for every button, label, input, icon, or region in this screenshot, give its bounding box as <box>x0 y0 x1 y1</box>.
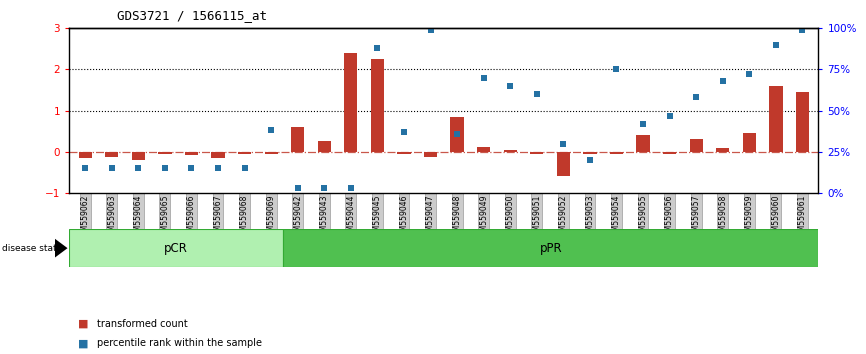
Bar <box>291 127 304 152</box>
Bar <box>318 142 331 152</box>
Text: pCR: pCR <box>165 242 188 255</box>
Bar <box>796 92 809 152</box>
Text: disease state: disease state <box>2 244 62 253</box>
Polygon shape <box>55 239 68 258</box>
Text: percentile rank within the sample: percentile rank within the sample <box>97 338 262 348</box>
Text: ■: ■ <box>78 319 88 329</box>
Bar <box>477 147 490 152</box>
Bar <box>238 152 251 154</box>
Text: transformed count: transformed count <box>97 319 188 329</box>
Bar <box>69 229 283 267</box>
Bar <box>689 139 703 152</box>
Bar <box>371 59 384 152</box>
Bar <box>743 133 756 152</box>
Bar <box>184 152 198 155</box>
Bar <box>530 152 544 154</box>
Text: pPR: pPR <box>540 242 562 255</box>
Bar <box>450 117 464 152</box>
Bar <box>132 152 145 160</box>
Text: GDS3721 / 1566115_at: GDS3721 / 1566115_at <box>117 9 267 22</box>
Bar <box>637 135 650 152</box>
Bar <box>504 150 517 152</box>
Bar <box>264 152 278 154</box>
Bar <box>584 152 597 154</box>
Text: ■: ■ <box>78 338 88 348</box>
Bar <box>716 148 729 152</box>
Bar <box>769 86 783 152</box>
Bar <box>283 229 818 267</box>
Bar <box>158 152 171 154</box>
Bar <box>79 152 92 158</box>
Bar <box>557 152 570 177</box>
Bar <box>610 152 624 154</box>
Bar <box>344 53 358 152</box>
Bar <box>105 152 119 157</box>
Bar <box>397 152 410 154</box>
Bar <box>211 152 224 158</box>
Bar <box>663 152 676 154</box>
Bar <box>423 152 437 157</box>
